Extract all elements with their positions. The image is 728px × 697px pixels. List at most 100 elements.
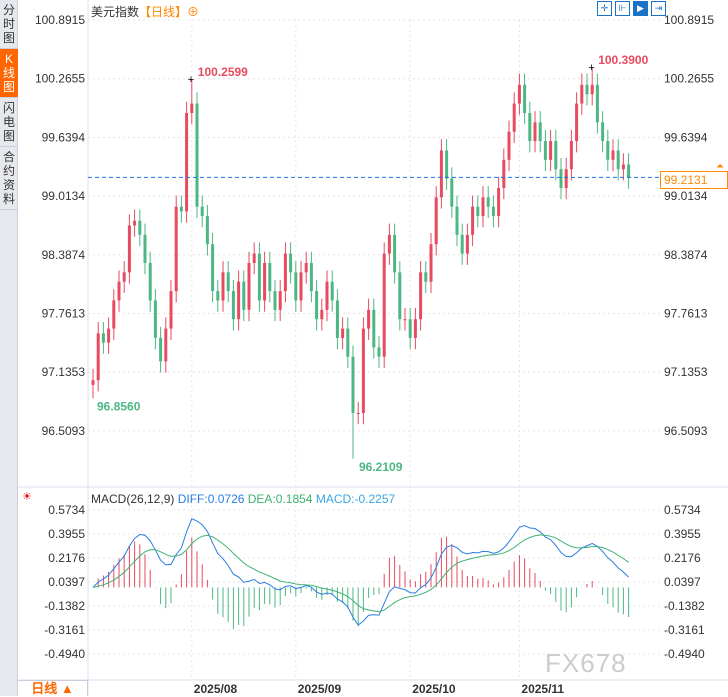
candle-body <box>429 244 433 282</box>
candle-body <box>257 253 261 301</box>
tab-contract-info[interactable]: 合约资料 <box>0 147 18 210</box>
macd-tick-left: 0.2176 <box>48 551 85 565</box>
candle-body <box>486 197 490 207</box>
price-annotation: 96.8560 <box>97 399 141 413</box>
tab-kline[interactable]: K线图 <box>0 49 18 98</box>
candle-body <box>294 272 298 301</box>
play-icon[interactable]: ▶ <box>633 1 648 16</box>
candle-body <box>585 84 589 95</box>
tab-timeshare[interactable]: 分时图 <box>0 0 18 49</box>
dea-line <box>92 534 629 613</box>
plus-circle-icon[interactable]: ⊕ <box>187 5 200 19</box>
candle-body <box>543 141 547 160</box>
candle-body <box>159 337 163 362</box>
candle-body <box>393 234 397 273</box>
price-annotation: 100.3900 <box>598 53 648 67</box>
candle-body <box>237 281 241 320</box>
y-tick-left: 100.2655 <box>35 72 85 86</box>
candle-body <box>523 84 527 113</box>
candle-body <box>502 159 506 188</box>
toolbar: ✛ ⊩ ▶ ⇥ <box>597 1 666 16</box>
candle-body <box>330 281 334 301</box>
candle-body <box>356 412 360 414</box>
candle-body <box>341 328 345 338</box>
candle-body <box>481 197 485 217</box>
price-annotation: 96.2109 <box>359 460 403 474</box>
candle-body <box>387 234 391 254</box>
diff-line <box>92 517 629 626</box>
x-tick: 2025/09 <box>298 682 342 696</box>
candle-body <box>601 122 605 142</box>
candle-body <box>413 319 417 338</box>
candle-body <box>595 84 599 123</box>
candle-body <box>226 272 230 292</box>
candle-body <box>465 234 469 254</box>
x-tick: 2025/11 <box>521 682 564 696</box>
x-tick: 2025/10 <box>412 682 456 696</box>
candle-body <box>616 150 620 170</box>
candle-body <box>179 206 183 212</box>
y-tick-left: 100.8915 <box>35 13 85 27</box>
candle-body <box>112 300 116 329</box>
candle-body <box>122 272 126 282</box>
candle-body <box>247 262 251 310</box>
candle-body <box>455 206 459 235</box>
candle-body <box>153 300 157 338</box>
candle-body <box>377 347 381 357</box>
candle-body <box>268 262 272 292</box>
period-label[interactable]: 【日线】 <box>139 5 188 19</box>
macd-tick-right: -0.3161 <box>664 623 705 637</box>
candle-body <box>450 178 454 207</box>
y-tick-right: 96.5093 <box>664 424 708 438</box>
y-tick-right: 99.0134 <box>664 189 708 203</box>
tab-flash[interactable]: 闪电图 <box>0 98 18 147</box>
candle-body <box>559 169 563 188</box>
candle-body <box>133 220 137 226</box>
y-tick-right: 99.6394 <box>664 130 708 144</box>
candle-body <box>439 150 443 198</box>
macd-tick-right: -0.1382 <box>664 599 705 613</box>
candle-body <box>263 262 267 301</box>
price-annotation: 100.2599 <box>198 65 248 79</box>
candle-body <box>143 234 147 263</box>
candle-body <box>335 300 339 338</box>
candle-body <box>205 216 209 245</box>
candle-body <box>101 333 105 343</box>
candle-body <box>252 253 256 263</box>
crosshair-icon[interactable]: ✛ <box>597 1 612 16</box>
candle-body <box>424 272 428 282</box>
macd-tick-left: -0.3161 <box>44 623 85 637</box>
candle-body <box>497 187 501 217</box>
candle-body <box>309 262 313 292</box>
instrument-name: 美元指数 <box>91 5 140 19</box>
y-tick-right: 97.1353 <box>664 365 708 379</box>
candle-body <box>231 291 235 320</box>
candle-body <box>538 122 542 142</box>
period-selector[interactable]: 日线 ▲ <box>18 680 88 696</box>
candle-body <box>346 328 350 357</box>
range-select-icon[interactable]: ⊩ <box>615 1 630 16</box>
candle-body <box>211 244 215 292</box>
macd-tick-left: 0.5734 <box>48 503 85 517</box>
candle-body <box>491 206 495 217</box>
candle-body <box>476 206 480 217</box>
candle-body <box>460 234 464 254</box>
macd-tick-right: 0.5734 <box>664 503 701 517</box>
macd-tick-right: -0.4940 <box>664 647 705 661</box>
candle-body <box>549 141 553 160</box>
candle-body <box>174 206 178 292</box>
y-tick-right: 97.7613 <box>664 306 708 320</box>
move-right-icon[interactable]: ⇥ <box>651 1 666 16</box>
y-tick-right: 100.2655 <box>664 72 714 86</box>
candle-body <box>320 309 324 320</box>
candle-body <box>575 103 579 142</box>
y-tick-left: 99.0134 <box>42 189 86 203</box>
candle-body <box>512 103 516 132</box>
watermark: FX678 <box>545 648 627 678</box>
candle-body <box>195 103 199 207</box>
up-arrow-icon: ⏶ <box>716 161 724 172</box>
settings-icon[interactable]: ☀ <box>22 491 32 503</box>
macd-name: MACD(26,12,9) <box>91 492 175 506</box>
candle-body <box>221 272 225 301</box>
candle-body <box>434 197 438 245</box>
